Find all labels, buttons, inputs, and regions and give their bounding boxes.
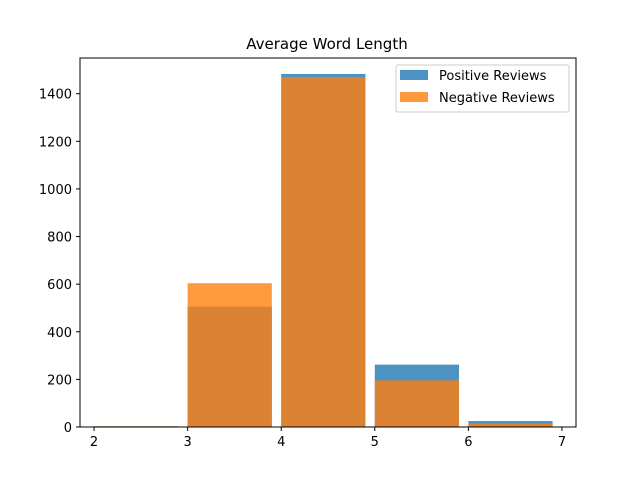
- y-tick-label-1000: 1000: [39, 183, 72, 198]
- x-tick-label-5: 5: [371, 435, 379, 450]
- legend-label-positive: Positive Reviews: [439, 69, 547, 84]
- legend: Positive Reviews Negative Reviews: [395, 64, 570, 113]
- chart-title: Average Word Length: [246, 35, 407, 53]
- x-tick-label-7: 7: [558, 435, 566, 450]
- bar-negative-1: [187, 283, 272, 427]
- bar-negative-3: [374, 380, 460, 427]
- legend-swatch-positive: [400, 70, 428, 80]
- legend-label-negative: Negative Reviews: [439, 91, 555, 106]
- bars-group: [94, 73, 553, 428]
- axes-frame: [79, 57, 577, 428]
- y-tick-label-1200: 1200: [39, 135, 72, 150]
- x-tick-label-3: 3: [183, 435, 191, 450]
- y-tick-label-800: 800: [47, 231, 72, 246]
- y-tick-label-1400: 1400: [39, 88, 72, 103]
- y-tick-label-600: 600: [47, 278, 72, 293]
- x-tick-label-2: 2: [90, 435, 98, 450]
- bar-negative-2: [281, 77, 366, 428]
- legend-swatch-negative: [400, 92, 428, 102]
- y-tick-label-400: 400: [47, 326, 72, 341]
- x-tick-label-4: 4: [277, 435, 285, 450]
- legend-box: [395, 64, 570, 113]
- x-tick-label-6: 6: [464, 435, 472, 450]
- y-tick-label-0: 0: [64, 421, 72, 436]
- y-axis-ticks: 0 200 400 600 800 1000 1200 1400: [39, 88, 80, 436]
- bar-negative-4: [468, 423, 553, 427]
- x-axis-ticks: 2 3 4 5 6 7: [90, 427, 566, 450]
- y-tick-label-200: 200: [47, 373, 72, 388]
